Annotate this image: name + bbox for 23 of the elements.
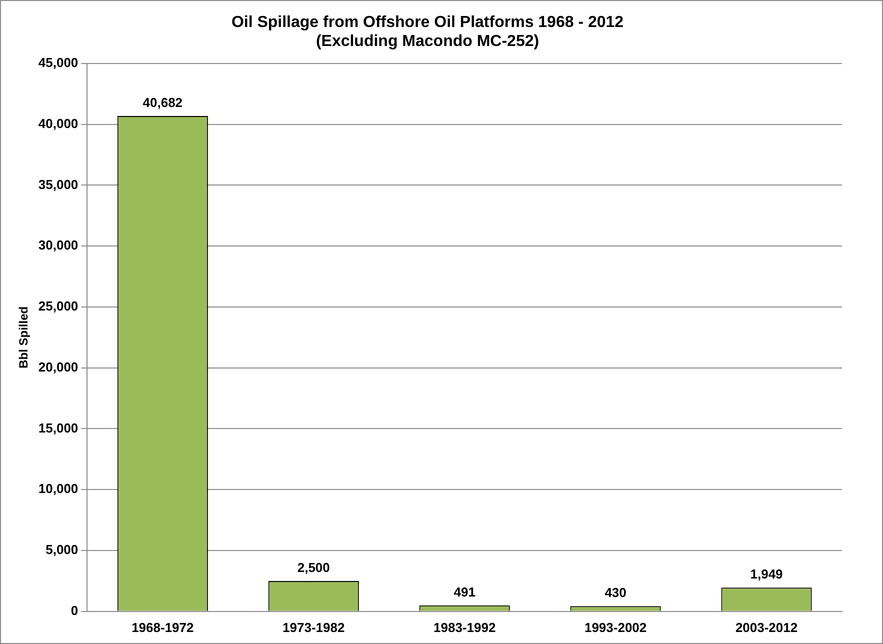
chart-title: Oil Spillage from Offshore Oil Platforms 1968 - 2012 [231,14,624,32]
x-tick-label: 1973-1982 [282,620,345,635]
y-tick-label: 40,000 [38,116,78,131]
y-tick-label: 10,000 [38,481,78,496]
y-tick-label: 25,000 [38,298,78,314]
y-tick-label: 35,000 [38,176,78,192]
x-tick-label: 1993-2002 [584,620,647,635]
x-tick-label: 1983-1992 [433,620,496,635]
y-tick-label: 15,000 [38,420,78,436]
data-label: 40,682 [142,95,183,110]
data-label: 491 [454,584,476,600]
y-tick-label: 20,000 [38,359,78,374]
x-tick-label: 2003-2012 [735,620,798,635]
data-label: 1,949 [750,566,783,582]
y-tick-label: 30,000 [38,238,78,253]
data-label: 430 [604,585,626,600]
data-label: 2,500 [297,560,330,576]
x-tick-label: 1968-1972 [132,620,194,635]
y-tick-label: 5,000 [46,542,78,558]
chart-subtitle: (Excluding Macondo MC-252) [316,33,540,50]
y-tick-label: 45,000 [38,54,78,70]
y-tick-label: 0 [70,602,78,618]
y-axis-title: Bbl Spilled [16,306,31,368]
